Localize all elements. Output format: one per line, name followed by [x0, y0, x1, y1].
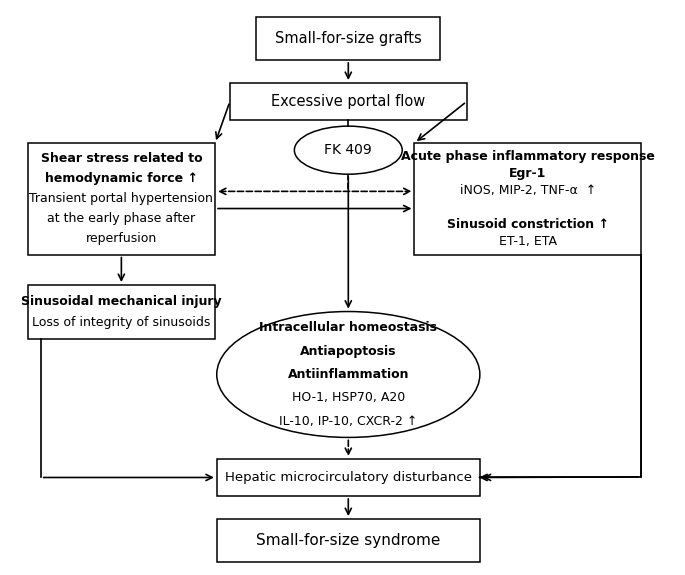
FancyBboxPatch shape [414, 143, 641, 255]
Text: Intracellular homeostasis: Intracellular homeostasis [260, 321, 437, 334]
Text: Antiinflammation: Antiinflammation [288, 368, 409, 381]
Text: Small-for-size syndrome: Small-for-size syndrome [256, 533, 440, 548]
Text: ET-1, ETA: ET-1, ETA [499, 235, 557, 248]
Text: Excessive portal flow: Excessive portal flow [271, 94, 425, 109]
Text: FK 409: FK 409 [325, 143, 372, 157]
FancyBboxPatch shape [230, 83, 466, 120]
Text: HO-1, HSP70, A20: HO-1, HSP70, A20 [292, 392, 405, 404]
FancyBboxPatch shape [27, 143, 215, 255]
Text: Sinusoidal mechanical injury: Sinusoidal mechanical injury [21, 295, 222, 308]
FancyBboxPatch shape [256, 17, 440, 60]
Text: Egr-1: Egr-1 [509, 167, 547, 180]
Text: Hepatic microcirculatory disturbance: Hepatic microcirculatory disturbance [225, 471, 472, 484]
Text: Loss of integrity of sinusoids: Loss of integrity of sinusoids [32, 316, 210, 329]
Text: IL-10, IP-10, CXCR-2 ↑: IL-10, IP-10, CXCR-2 ↑ [279, 415, 417, 428]
Text: iNOS, MIP-2, TNF-α  ↑: iNOS, MIP-2, TNF-α ↑ [460, 184, 596, 197]
FancyBboxPatch shape [216, 459, 480, 496]
Text: Antiapoptosis: Antiapoptosis [300, 344, 397, 358]
Ellipse shape [295, 126, 402, 174]
Text: reperfusion: reperfusion [86, 232, 157, 245]
Text: Acute phase inflammatory response: Acute phase inflammatory response [401, 150, 655, 163]
Text: Small-for-size grafts: Small-for-size grafts [275, 31, 422, 46]
Text: Transient portal hypertension: Transient portal hypertension [29, 192, 213, 205]
Text: hemodynamic force ↑: hemodynamic force ↑ [45, 172, 198, 185]
Text: Shear stress related to: Shear stress related to [40, 152, 202, 166]
FancyBboxPatch shape [27, 285, 215, 339]
Text: at the early phase after: at the early phase after [47, 212, 195, 225]
Ellipse shape [216, 312, 480, 438]
FancyBboxPatch shape [216, 519, 480, 562]
Text: Sinusoid constriction ↑: Sinusoid constriction ↑ [447, 218, 609, 231]
